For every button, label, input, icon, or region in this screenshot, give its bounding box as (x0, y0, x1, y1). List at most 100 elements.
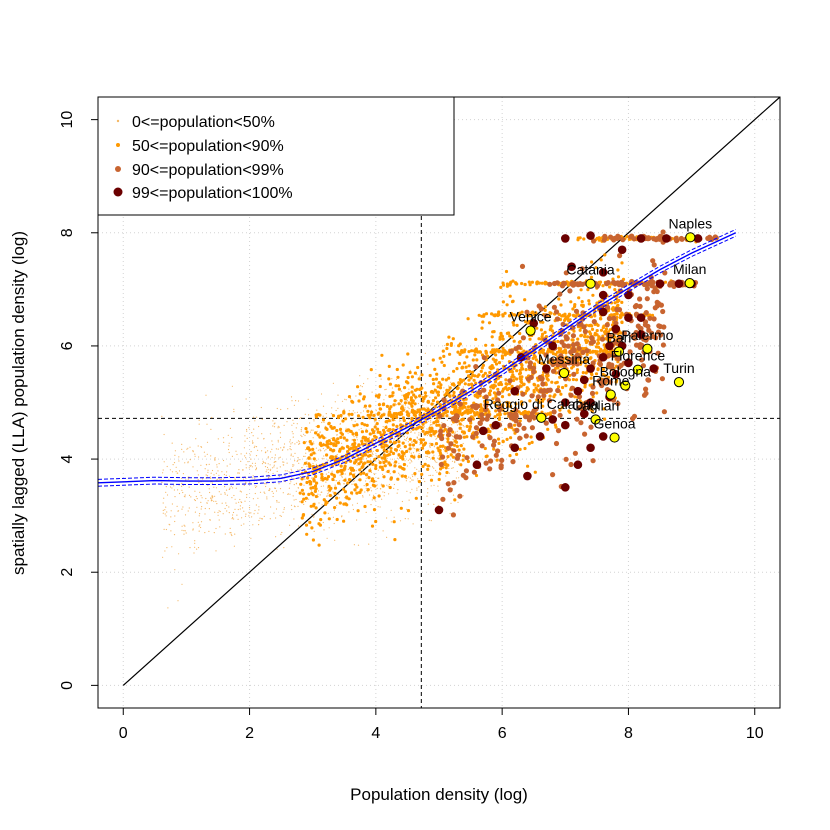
point-s1-435 (589, 275, 594, 279)
point-s1-1138 (347, 395, 352, 399)
point-s1-290 (416, 365, 420, 370)
point-s1-1524 (431, 390, 435, 394)
point-s0-104 (425, 455, 427, 457)
point-s0-683 (174, 496, 176, 498)
point-s0-1042 (265, 485, 267, 488)
point-s1-799 (457, 361, 461, 365)
point-s0-332 (240, 491, 242, 493)
point-s0-1360 (409, 462, 411, 464)
point-s0-831 (199, 491, 201, 493)
point-s0-598 (293, 478, 295, 481)
point-s0-555 (421, 404, 424, 406)
point-s0-1506 (174, 450, 176, 452)
point-s1-731 (325, 453, 329, 457)
point-s0-739 (370, 504, 372, 506)
point-s1-1999 (484, 350, 488, 354)
point-s2-499 (615, 280, 621, 286)
point-s0-1319 (404, 518, 406, 520)
point-s0-1304 (174, 569, 176, 571)
point-s0-242 (355, 470, 357, 472)
point-s2-211 (495, 397, 501, 403)
point-s0-977 (284, 474, 286, 476)
point-s2-237 (589, 335, 595, 341)
point-s2-149 (493, 452, 499, 458)
point-s0-883 (283, 461, 285, 463)
point-s1-14 (371, 462, 375, 466)
point-s0-241 (229, 527, 231, 530)
point-s1-949 (583, 385, 587, 389)
point-s3-28 (617, 245, 627, 255)
point-s0-772 (194, 511, 196, 513)
point-s1-165 (343, 490, 347, 494)
point-s1-1457 (465, 355, 469, 359)
point-s1-1523 (388, 463, 393, 467)
point-s0-543 (214, 495, 216, 497)
point-s0-1581 (256, 416, 258, 418)
point-s0-153 (293, 518, 295, 520)
point-s0-760 (313, 443, 315, 445)
point-s1-819 (560, 405, 564, 410)
point-s0-472 (290, 455, 292, 457)
point-s1-1606 (460, 365, 465, 369)
point-s1-1403 (320, 475, 324, 480)
point-s0-833 (258, 509, 260, 511)
point-s2-160 (479, 443, 485, 449)
point-s1-1837 (537, 281, 542, 285)
point-s0-1591 (267, 456, 269, 458)
point-s1-1926 (517, 313, 521, 318)
point-s0-1315 (251, 432, 253, 434)
point-s2-355 (491, 442, 497, 448)
point-s1-1406 (429, 478, 434, 482)
point-s1-1034 (345, 503, 349, 507)
point-s0-961 (304, 455, 306, 457)
point-s0-1573 (291, 477, 293, 479)
point-s1-1104 (564, 384, 568, 388)
point-s0-1574 (214, 511, 216, 513)
point-s0-282 (404, 438, 406, 441)
point-s1-964 (513, 423, 517, 427)
point-s0-1512 (303, 433, 305, 435)
point-s0-1553 (276, 467, 278, 469)
point-s2-299 (513, 407, 519, 413)
point-s0-24 (360, 427, 362, 430)
point-s2-234 (576, 321, 582, 327)
point-s1-749 (318, 523, 322, 527)
point-s0-1227 (316, 430, 318, 432)
point-s0-1558 (183, 533, 185, 535)
point-s1-906 (499, 331, 503, 335)
point-s1-506 (430, 442, 434, 447)
point-s0-1231 (412, 523, 414, 525)
point-s2-247 (521, 425, 527, 431)
point-s0-1111 (427, 406, 429, 409)
point-s0-954 (190, 496, 192, 498)
point-s0-302 (407, 518, 409, 520)
point-s1-1761 (597, 238, 601, 242)
point-s2-6 (557, 291, 563, 297)
point-s1-473 (431, 450, 435, 454)
point-s1-1297 (436, 385, 440, 389)
point-s0-763 (393, 440, 395, 442)
point-s0-670 (205, 474, 207, 476)
point-s0-1024 (203, 451, 205, 453)
point-s1-1169 (417, 408, 421, 412)
legend-label-2: 90<=population<99% (132, 162, 284, 179)
point-s0-68 (354, 412, 356, 414)
point-s1-1594 (339, 435, 343, 439)
point-s1-1343 (333, 486, 338, 490)
point-s2-186 (553, 440, 560, 447)
point-s0-1277 (405, 477, 407, 480)
point-s0-1571 (173, 462, 176, 464)
point-s0-764 (401, 500, 403, 503)
point-s1-61 (403, 386, 407, 390)
point-s1-1306 (507, 401, 511, 405)
point-s1-1981 (491, 350, 495, 355)
point-s0-806 (192, 529, 194, 531)
point-s0-1164 (245, 477, 247, 479)
point-s0-378 (196, 470, 198, 472)
point-s0-919 (454, 461, 456, 464)
point-s0-895 (234, 477, 236, 479)
city-label-catania: Catania (566, 262, 614, 278)
point-s0-1414 (230, 532, 232, 534)
city-label-messina: Messina (538, 351, 590, 367)
point-s1-561 (442, 363, 446, 368)
